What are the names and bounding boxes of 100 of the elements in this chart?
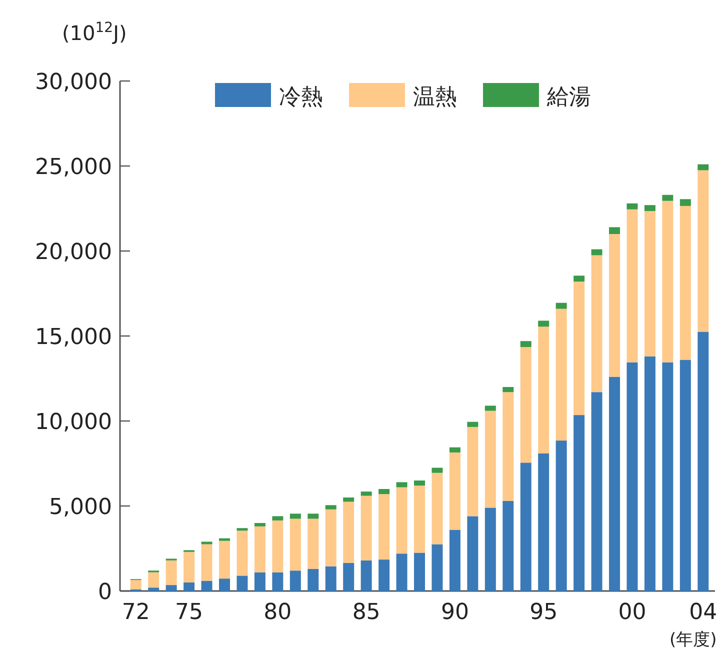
bar [538, 320, 550, 327]
bar [662, 194, 674, 201]
bar [467, 516, 478, 591]
bar [644, 356, 656, 591]
bar [219, 538, 230, 541]
bar [236, 530, 248, 576]
x-tick-label: 00 [618, 600, 646, 625]
legend-label: 温熱 [413, 85, 457, 110]
bar [484, 406, 496, 411]
bar [626, 362, 638, 591]
bar [272, 520, 284, 572]
bar [502, 392, 514, 501]
bar [591, 392, 602, 591]
bar [325, 509, 336, 566]
bar [609, 376, 620, 591]
bar [148, 588, 160, 591]
bar [520, 347, 532, 463]
bar [184, 582, 195, 591]
bar [343, 498, 354, 502]
y-tick-label: 15,000 [35, 325, 112, 350]
x-tick-label: 04 [689, 600, 718, 625]
bar [396, 554, 408, 591]
bar [502, 387, 514, 392]
x-tick-label: 80 [264, 600, 292, 625]
bar [556, 302, 567, 309]
bar [626, 209, 638, 362]
bar [396, 487, 408, 554]
bar [308, 568, 319, 591]
y-tick-label: 5,000 [49, 495, 112, 520]
bar [201, 580, 212, 591]
bar [148, 572, 160, 588]
bar [556, 440, 567, 591]
y-tick-label: 10,000 [35, 410, 112, 435]
bar [591, 255, 602, 392]
bar [538, 453, 550, 591]
bar [484, 508, 496, 591]
bar [166, 560, 177, 586]
bar [609, 234, 620, 377]
bar [432, 468, 443, 473]
y-axis-title: (10$^{12}$J) [62, 20, 127, 45]
bar [449, 452, 460, 530]
y-tick-label: 20,000 [35, 240, 112, 265]
bar [360, 492, 372, 496]
bar [414, 480, 425, 486]
bar [130, 580, 142, 590]
bar [520, 462, 532, 591]
bar [449, 447, 460, 452]
bar [219, 540, 230, 579]
bar [272, 572, 284, 591]
x-tick-label: 90 [440, 600, 469, 625]
bar [201, 542, 212, 544]
y-tick-label: 0 [98, 580, 112, 605]
bar [343, 562, 354, 591]
bar [432, 472, 443, 544]
bar [502, 500, 514, 591]
bar [662, 362, 674, 591]
bar [609, 227, 620, 234]
bar [484, 410, 496, 508]
bar [290, 570, 301, 591]
bar [414, 486, 425, 553]
bar [236, 528, 248, 531]
bar [698, 170, 709, 332]
bar [467, 426, 478, 516]
x-tick-label: 72 [122, 600, 150, 625]
bar [574, 282, 585, 416]
y-tick-label: 25,000 [35, 155, 112, 180]
bar [449, 530, 460, 591]
bar [378, 494, 390, 560]
bar [201, 544, 212, 581]
bar [644, 205, 656, 212]
x-axis-title: (年度) [670, 630, 717, 650]
bar [236, 576, 248, 591]
bar [626, 203, 638, 210]
bar [680, 199, 691, 206]
bar [219, 578, 230, 591]
bar [184, 552, 195, 582]
bar [520, 341, 532, 348]
bar [574, 415, 585, 591]
legend-label: 給湯 [546, 85, 591, 110]
bar [698, 164, 709, 170]
bar [308, 518, 319, 569]
bar [272, 516, 284, 520]
legend-label: 冷熱 [279, 85, 323, 110]
bar [432, 544, 443, 591]
bar [574, 276, 585, 282]
bar [378, 560, 390, 591]
bar [644, 211, 656, 356]
bar [360, 496, 372, 560]
y-tick-label: 30,000 [35, 70, 112, 95]
bar [254, 572, 266, 591]
bar [556, 308, 567, 441]
bar [396, 482, 408, 488]
bar [290, 514, 301, 519]
bar [308, 514, 319, 519]
bar [662, 200, 674, 362]
x-tick-label: 85 [352, 600, 380, 625]
bar [343, 502, 354, 563]
bar [360, 560, 372, 591]
bar [290, 518, 301, 571]
bar [414, 552, 425, 591]
